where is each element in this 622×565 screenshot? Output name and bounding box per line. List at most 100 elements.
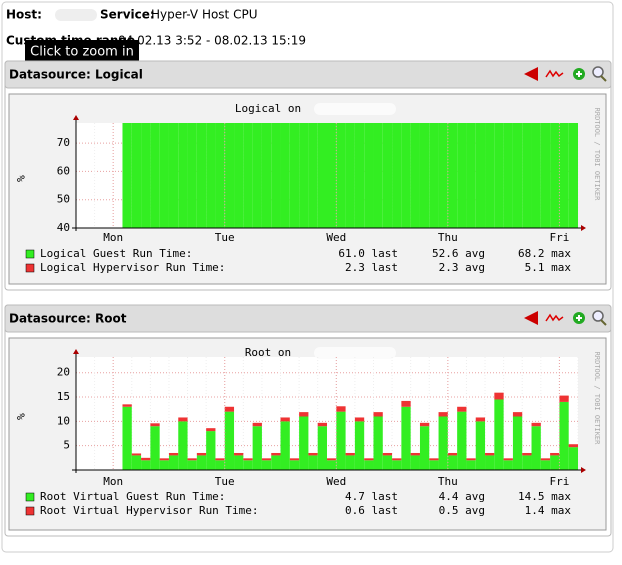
area-segment	[261, 458, 272, 461]
tooltip-text: Click to zoom in	[30, 45, 134, 60]
area-segment	[215, 458, 225, 461]
area-segment	[299, 416, 309, 470]
panel: Datasource: Logical Logical on% RRDTOOL / …	[4, 60, 612, 291]
area-segment	[475, 417, 486, 422]
x-tick-label: Fri	[549, 231, 569, 244]
area-segment	[234, 123, 244, 228]
area-segment	[531, 123, 541, 228]
legend-stat: 52.6 avg	[432, 247, 485, 260]
area-segment	[475, 421, 486, 470]
area-segment	[215, 123, 225, 228]
area-segment	[122, 406, 132, 470]
area-segment	[196, 123, 207, 228]
area-segment	[141, 457, 151, 461]
icon-zoom[interactable]	[592, 310, 604, 322]
area-segment	[280, 421, 290, 470]
area-segment	[345, 123, 355, 228]
area-segment	[299, 412, 309, 417]
y-tick-label: 10	[57, 414, 70, 427]
area-segment	[550, 455, 560, 470]
y-axis-label: %	[14, 175, 27, 182]
area-segment	[345, 455, 355, 470]
area-segment	[289, 123, 300, 228]
x-tick-label: Thu	[438, 475, 458, 488]
x-tick-label: Mon	[103, 231, 123, 244]
blurred-host	[314, 103, 396, 115]
area-segment	[354, 123, 365, 228]
tooltip	[25, 40, 139, 63]
area-segment	[327, 460, 337, 470]
area-segment	[373, 123, 383, 228]
area-segment	[280, 417, 290, 422]
x-tick-label: Fri	[549, 475, 569, 488]
area-segment	[447, 123, 458, 228]
area-segment	[168, 455, 179, 470]
area-segment	[168, 123, 179, 228]
area-segment	[410, 123, 420, 228]
area-segment	[364, 460, 374, 470]
icon-alert[interactable]	[524, 311, 538, 325]
area-segment	[364, 458, 374, 461]
area-segment	[550, 123, 560, 228]
icon-zoom[interactable]	[592, 66, 604, 78]
icon-graph[interactable]	[545, 313, 564, 322]
area-segment	[289, 460, 300, 470]
service-name: Hyper-V Host CPU	[151, 8, 257, 22]
area-segment	[224, 411, 235, 470]
area-segment	[150, 123, 160, 228]
area-segment	[466, 458, 476, 461]
area-segment	[336, 406, 346, 412]
x-tick-label: Wed	[326, 475, 346, 488]
area-segment	[317, 123, 327, 228]
chart-title: Logical on	[235, 102, 301, 115]
area-segment	[466, 460, 476, 470]
area-segment	[550, 452, 560, 456]
legend-swatch	[25, 263, 35, 273]
area-segment	[327, 458, 337, 461]
area-segment	[122, 404, 132, 407]
area-segment	[447, 455, 458, 470]
area-segment	[485, 123, 495, 228]
area-segment	[187, 460, 197, 470]
area-segment	[410, 452, 420, 456]
area-segment	[429, 460, 439, 470]
area-segment	[382, 455, 393, 470]
y-tick-label: 5	[63, 439, 70, 452]
legend-label: Root Virtual Hypervisor Run Time:	[40, 504, 259, 517]
area-segment	[206, 431, 216, 470]
legend-stat: 68.2 max	[518, 247, 571, 260]
area-segment	[512, 412, 523, 417]
y-arrow	[73, 349, 79, 354]
icon-graph[interactable]	[545, 69, 564, 78]
area-segment	[271, 455, 281, 470]
area-segment	[382, 452, 393, 456]
area-segment	[159, 460, 169, 470]
area-segment	[159, 458, 169, 461]
area-segment	[261, 123, 272, 228]
area-segment	[327, 123, 337, 228]
host-label: Host:	[6, 8, 42, 22]
watermark: RRDTOOL / TOBI OETIKER	[593, 108, 601, 202]
legend-stat: 5.1 max	[525, 261, 572, 274]
area-segment	[438, 416, 448, 470]
x-tick-label: Wed	[326, 231, 346, 244]
area-segment	[354, 417, 365, 422]
area-segment	[289, 458, 300, 461]
area-segment	[485, 455, 495, 470]
icon-zoom-handle	[600, 75, 607, 82]
legend-stat: 4.4 avg	[439, 490, 485, 503]
area-segment	[447, 452, 458, 456]
area-segment	[122, 123, 132, 228]
area-segment	[531, 422, 541, 427]
legend-stat: 1.4 max	[525, 504, 572, 517]
legend-swatch	[25, 249, 35, 259]
area-segment	[252, 123, 262, 228]
icon-alert[interactable]	[524, 67, 538, 81]
area-segment	[196, 452, 207, 456]
area-segment	[568, 447, 578, 470]
legend-label: Logical Hypervisor Run Time:	[40, 261, 225, 274]
legend-stat: 2.3 avg	[439, 261, 485, 274]
area-segment	[373, 412, 383, 417]
area-segment	[401, 400, 411, 407]
